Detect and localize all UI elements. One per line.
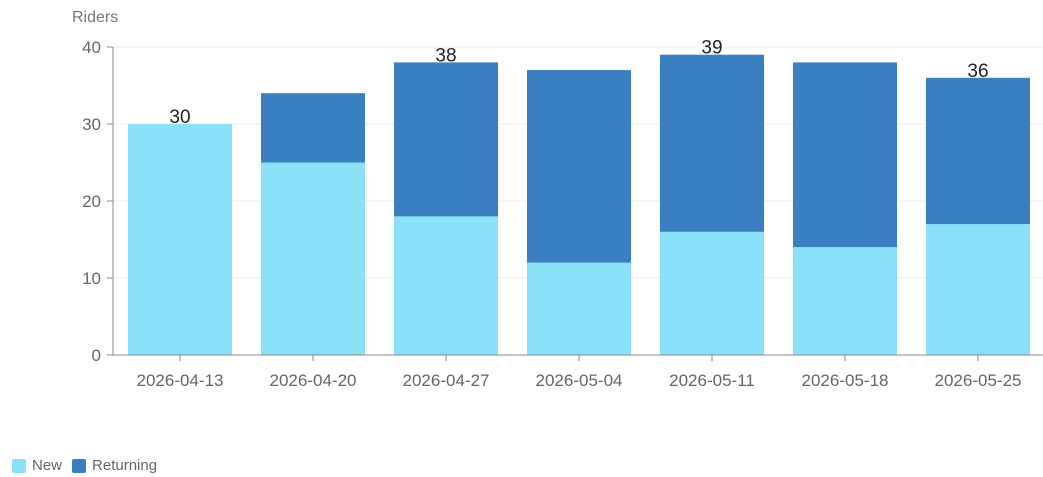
bar-returning-2026-04-20[interactable]: [261, 93, 365, 163]
stacked-bar-chart: Riders 0 10 20 30 40 2026-04-13 2026-04-20 2026…: [72, 9, 1043, 390]
bars: [128, 54, 1030, 356]
bar-returning-2026-05-25[interactable]: [926, 77, 1030, 225]
x-tick-label: 2026-05-04: [536, 371, 623, 390]
data-label-total: 38: [435, 45, 456, 66]
x-tick-label: 2026-05-25: [935, 371, 1022, 390]
x-tick-label: 2026-04-27: [403, 371, 490, 390]
y-axis-title: Riders: [72, 9, 118, 26]
bar-new-2026-04-20[interactable]: [261, 162, 365, 356]
data-label-total: 36: [967, 61, 988, 82]
legend-item-returning[interactable]: Returning: [72, 457, 157, 474]
y-tick-label: 20: [82, 192, 101, 211]
bar-new-2026-05-11[interactable]: [660, 231, 764, 355]
legend-swatch-returning: [72, 458, 87, 473]
bar-new-2026-04-13[interactable]: [128, 124, 232, 355]
bar-returning-2026-05-04[interactable]: [527, 70, 631, 263]
x-tick-label: 2026-05-11: [669, 371, 755, 390]
x-tick-label: 2026-04-20: [270, 371, 357, 390]
bar-returning-2026-04-27[interactable]: [394, 62, 498, 217]
legend: New Returning: [12, 457, 167, 474]
y-tick-label: 0: [92, 346, 101, 365]
legend-label-new: New: [32, 457, 63, 474]
bar-new-2026-04-27[interactable]: [394, 216, 498, 355]
y-tick-label: 10: [82, 269, 101, 288]
bar-returning-2026-05-11[interactable]: [660, 54, 764, 232]
y-tick-label: 40: [82, 38, 101, 57]
data-label-total: 39: [701, 38, 722, 59]
bar-new-2026-05-04[interactable]: [527, 262, 631, 355]
legend-item-new[interactable]: New: [12, 457, 62, 474]
y-tick-label: 30: [82, 115, 101, 134]
bar-new-2026-05-18[interactable]: [793, 247, 897, 355]
legend-label-returning: Returning: [92, 457, 158, 474]
data-label-total: 30: [169, 107, 190, 128]
x-tick-label: 2026-04-13: [137, 371, 224, 390]
bar-new-2026-05-25[interactable]: [926, 224, 1030, 355]
x-tick-label: 2026-05-18: [802, 371, 889, 390]
axes: 0 10 20 30 40 2026-04-13 2026-04-20 2026-04-27 2…: [82, 38, 1043, 390]
bar-returning-2026-05-18[interactable]: [793, 62, 897, 248]
data-labels: 30 38 39 36: [169, 38, 988, 128]
legend-swatch-new: [12, 458, 26, 473]
